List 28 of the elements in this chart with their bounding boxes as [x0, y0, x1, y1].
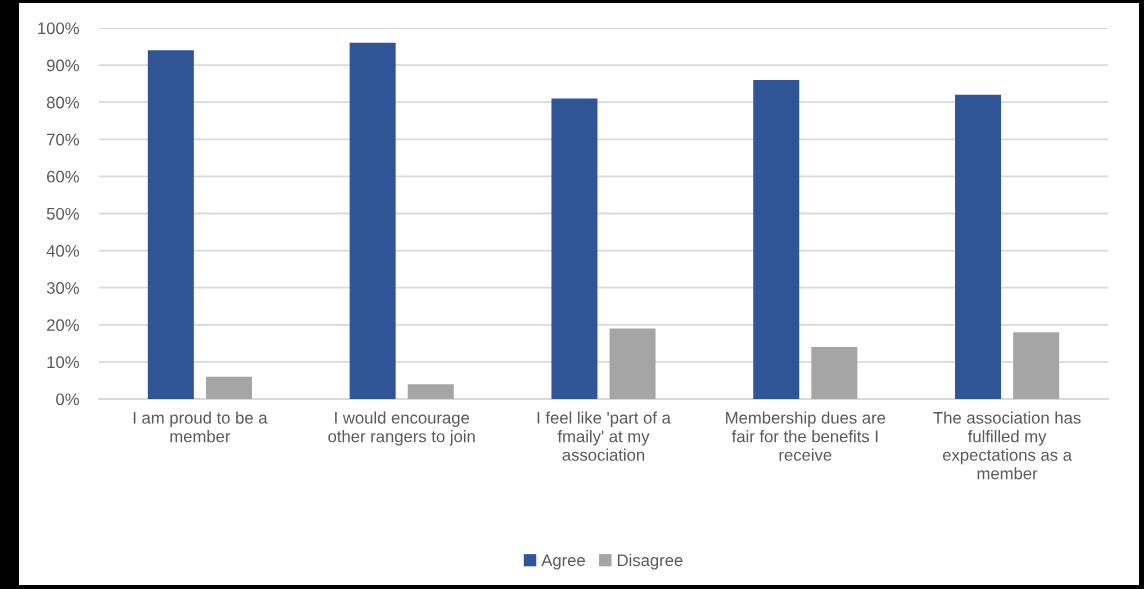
y-tick-label: 40%: [46, 245, 79, 257]
y-tick-label: 30%: [46, 282, 79, 294]
bar: [349, 42, 396, 399]
y-tick-label: 0%: [56, 393, 79, 406]
bar: [205, 376, 252, 399]
y-tick-label: 20%: [47, 319, 79, 331]
x-tick-label: I am proud to be a member: [133, 411, 268, 443]
y-tick-label: 90%: [46, 59, 79, 72]
y-tick-label: 100%: [38, 22, 79, 35]
y-tick-label: 80%: [46, 96, 79, 109]
bar: [609, 328, 656, 399]
bar: [407, 384, 454, 399]
bar: [551, 98, 598, 399]
bar: [147, 50, 194, 399]
x-tick-label: I would encourage other rangers to join: [328, 411, 475, 446]
bar: [753, 79, 800, 399]
x-tick-label: I feel like 'part of a fmaily' at my association: [537, 411, 671, 461]
bar: [811, 347, 858, 399]
y-tick-label: 50%: [46, 207, 79, 220]
legend-label: Disagree: [617, 553, 683, 570]
bar: [1013, 332, 1060, 399]
x-tick-label: The association has fulfilled my expectations as a member: [933, 411, 1081, 480]
x-tick-label: Membership dues are fair for the benefits I receive: [726, 411, 886, 461]
y-tick-label: 70%: [47, 133, 79, 146]
legend-label: Agree: [541, 554, 585, 570]
y-tick-label: 60%: [47, 170, 79, 183]
y-tick-label: 10%: [47, 356, 79, 369]
bar: [955, 94, 1002, 399]
